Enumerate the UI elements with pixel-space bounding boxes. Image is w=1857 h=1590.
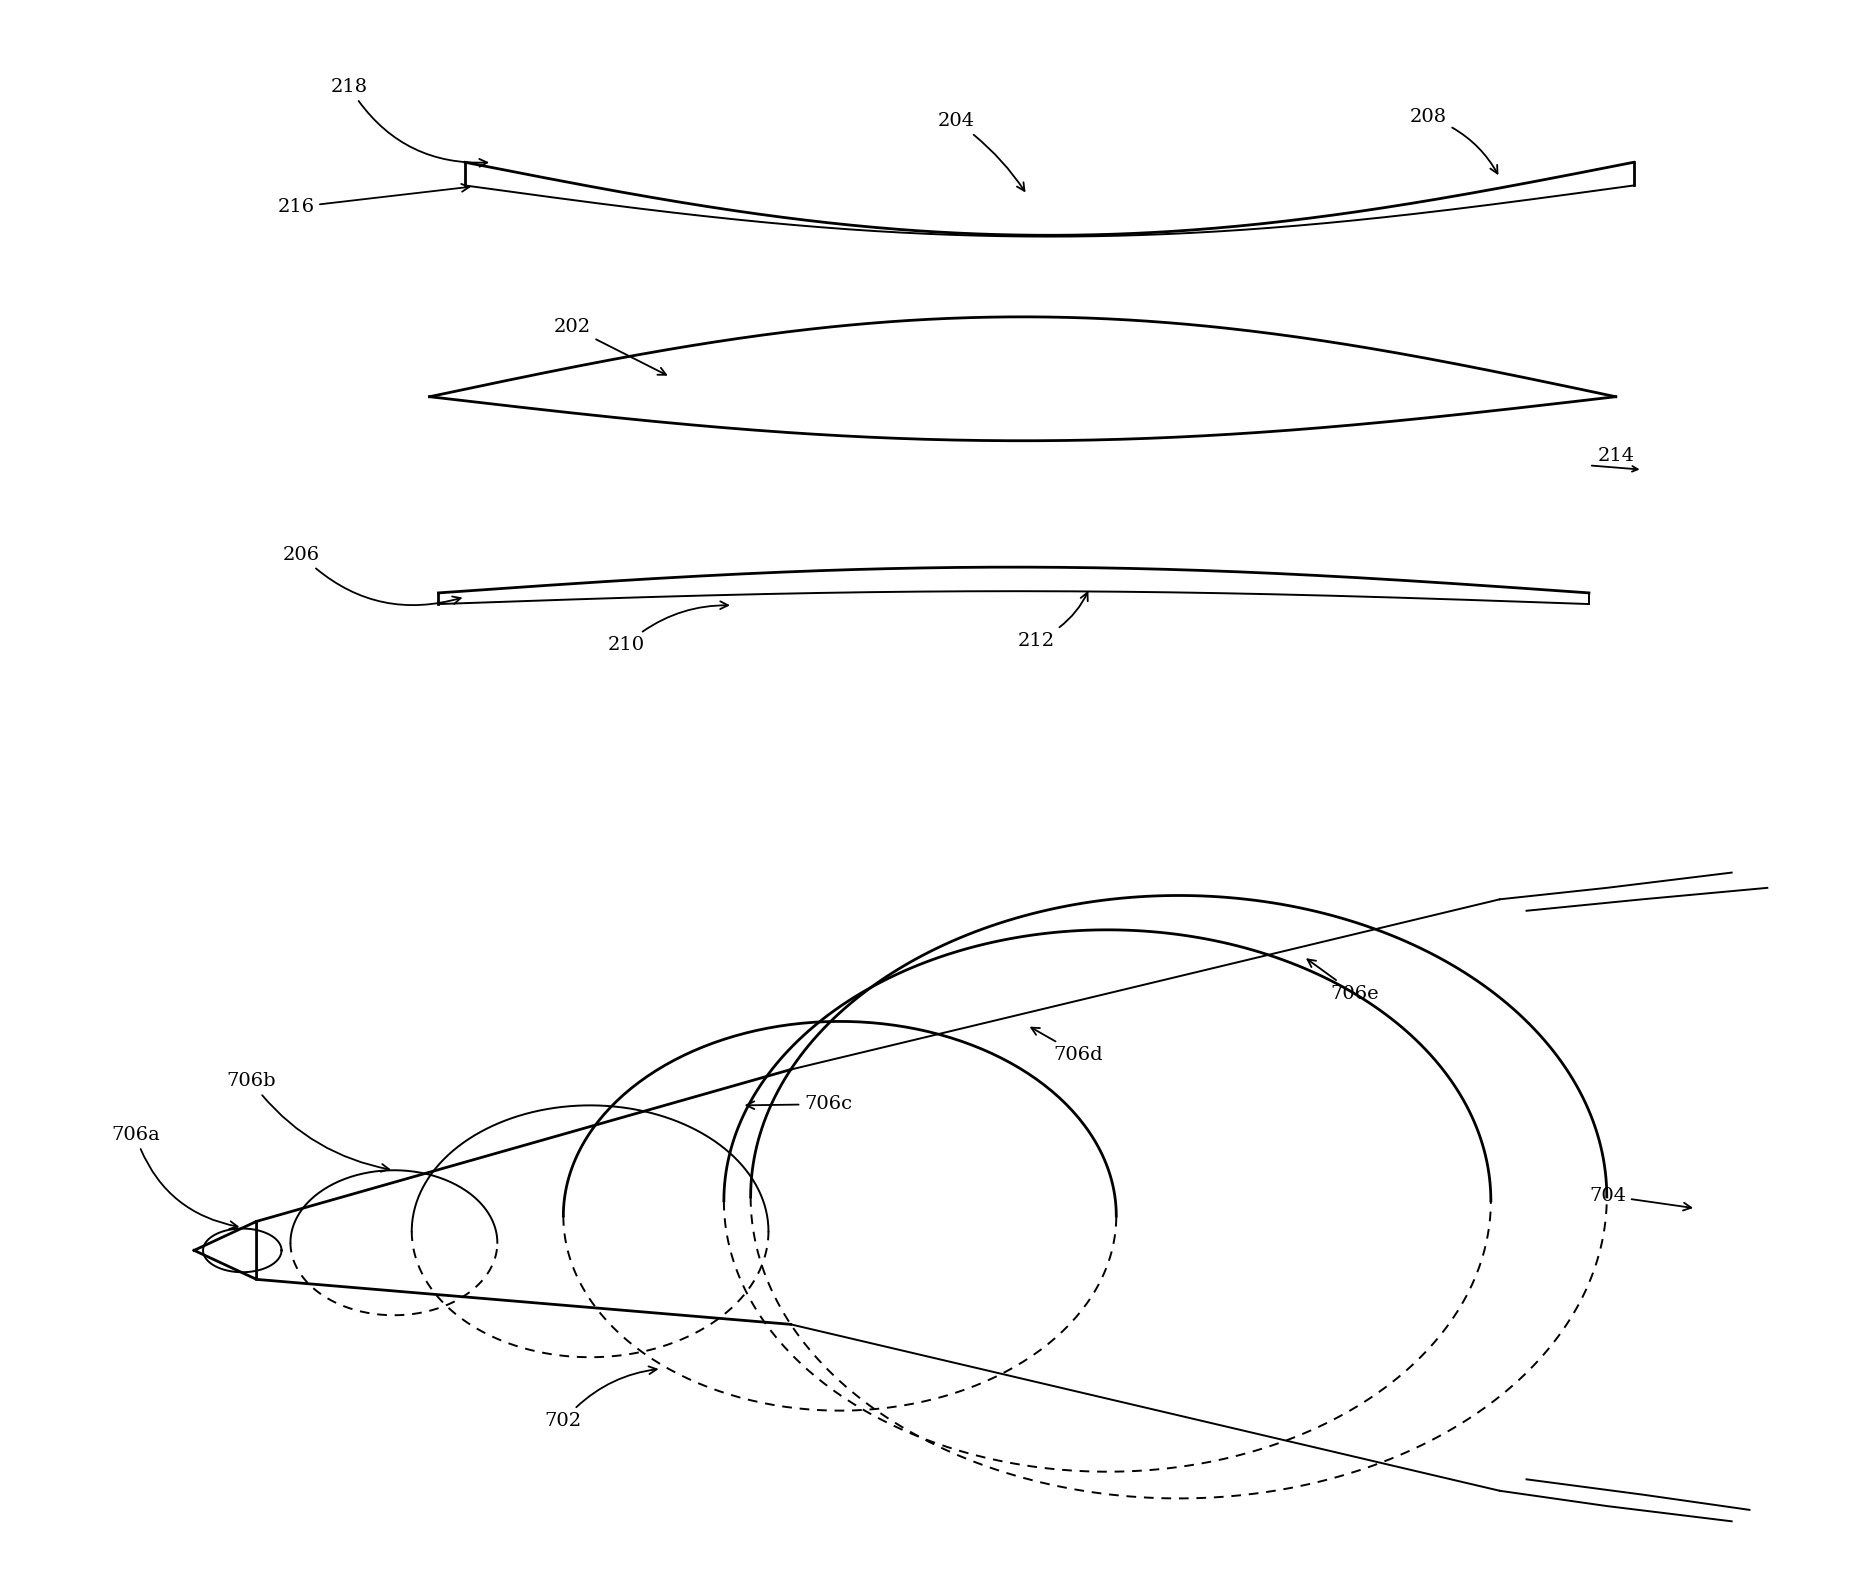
Text: 706e: 706e — [1307, 959, 1378, 1003]
Text: 210: 210 — [607, 601, 728, 653]
Text: 214: 214 — [1597, 447, 1634, 466]
Text: 206: 206 — [282, 545, 461, 606]
Text: 216: 216 — [277, 184, 470, 216]
Text: 218: 218 — [331, 78, 487, 167]
Text: 212: 212 — [1018, 593, 1086, 650]
Text: 706c: 706c — [747, 1096, 852, 1113]
Text: 208: 208 — [1409, 108, 1497, 173]
Text: 706b: 706b — [227, 1072, 388, 1172]
Text: 704: 704 — [1588, 1186, 1690, 1210]
Text: 706d: 706d — [1031, 1027, 1103, 1064]
Text: 702: 702 — [544, 1366, 656, 1429]
Text: 202: 202 — [553, 318, 665, 375]
Text: 204: 204 — [936, 113, 1023, 191]
Text: 706a: 706a — [111, 1126, 238, 1229]
